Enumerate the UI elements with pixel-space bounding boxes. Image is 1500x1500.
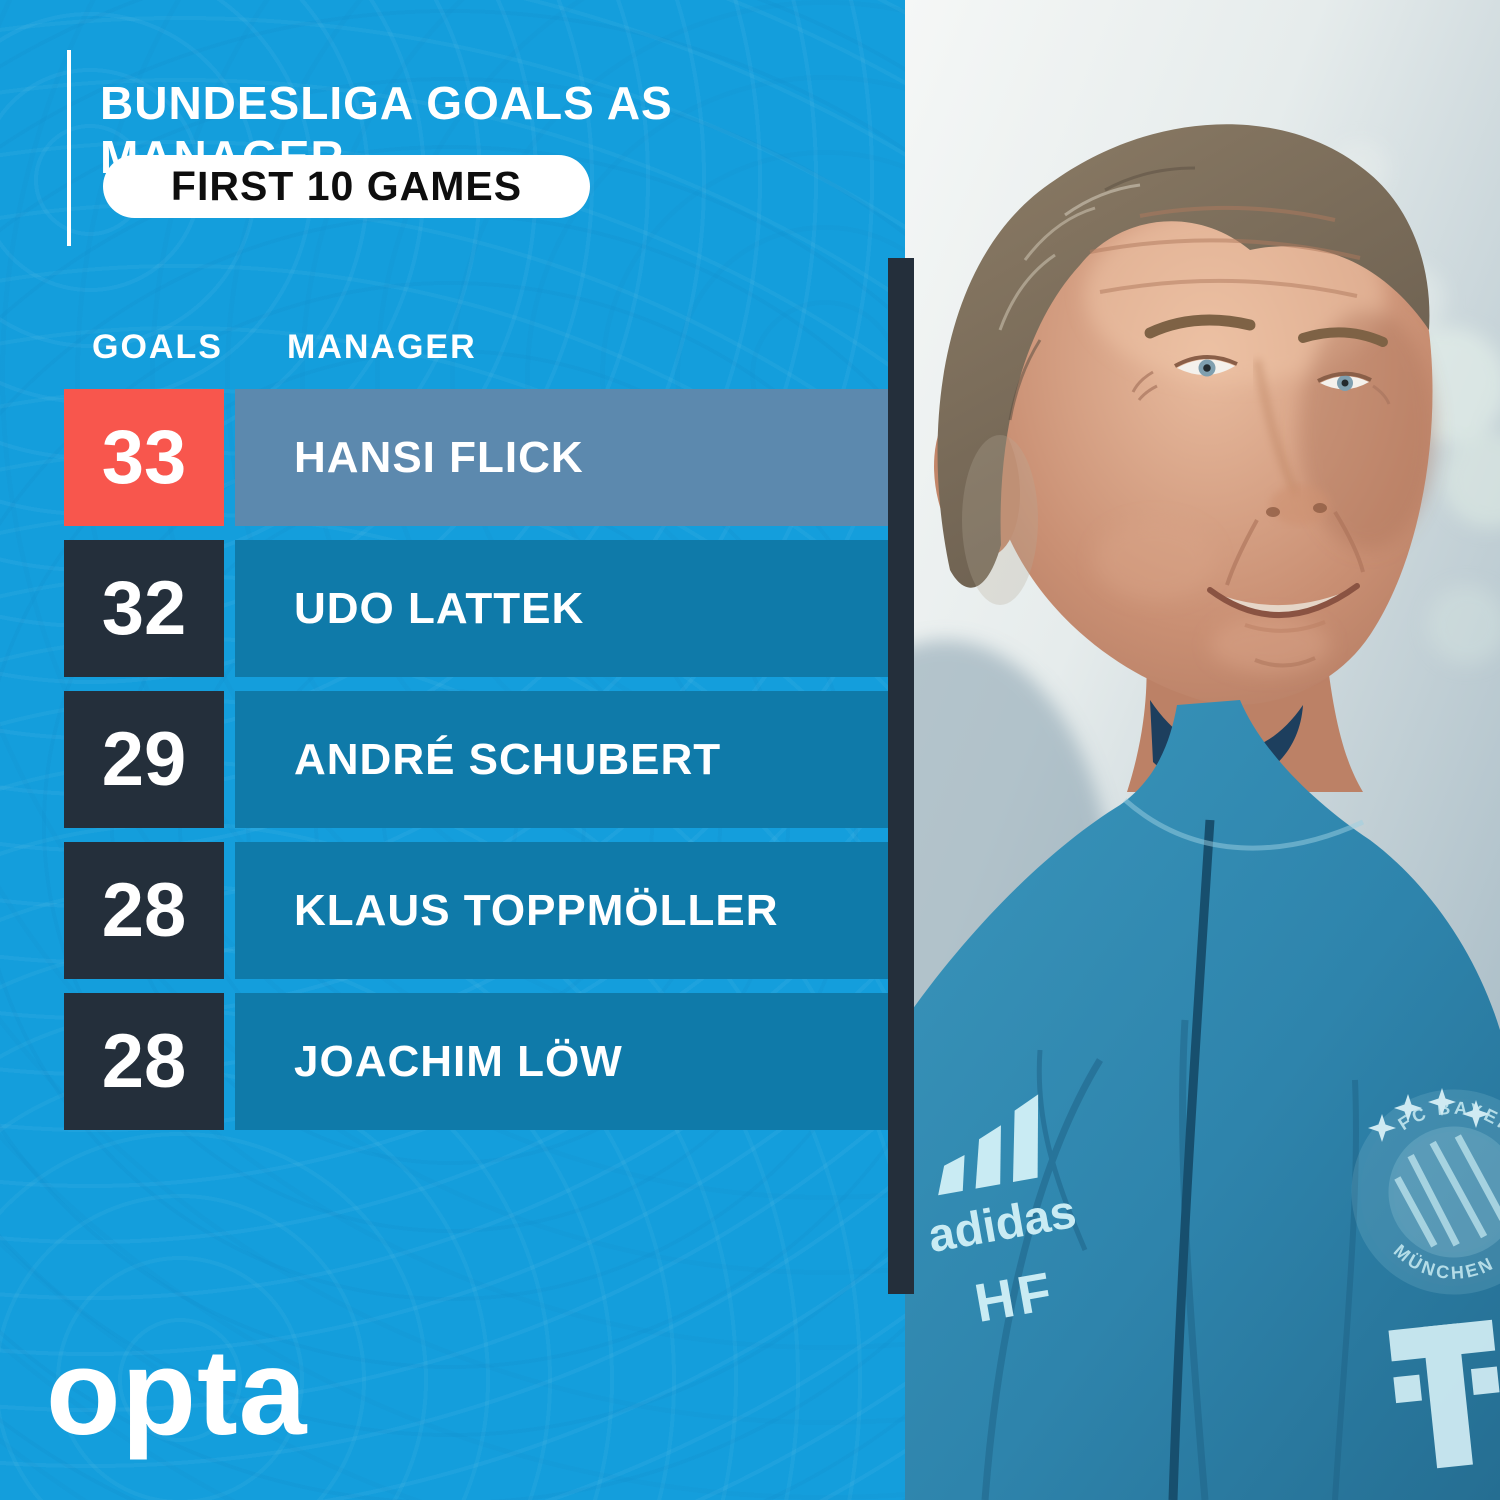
telekom-t-icon bbox=[1388, 1319, 1500, 1469]
hair bbox=[937, 124, 1430, 588]
hansi-flick-photo: adidas HF FC BAYERN MÜNCHEN bbox=[905, 0, 1500, 1500]
mouth bbox=[1207, 583, 1360, 668]
goals-cell: 33 bbox=[64, 389, 224, 526]
manager-name: UDO LATTEK bbox=[294, 583, 585, 633]
goals-cell: 29 bbox=[64, 691, 224, 828]
table-row: 33 HANSI FLICK bbox=[64, 389, 888, 526]
manager-bar: UDO LATTEK bbox=[235, 540, 888, 677]
eyes bbox=[1131, 314, 1391, 405]
manager-name: HANSI FLICK bbox=[294, 432, 584, 482]
crest-stars bbox=[1368, 1088, 1490, 1142]
forehead-wrinkles bbox=[1089, 205, 1361, 298]
hair-texture bbox=[962, 166, 1196, 605]
nose bbox=[1225, 359, 1365, 586]
manager-bar: KLAUS TOPPMÖLLER bbox=[235, 842, 888, 979]
adidas-logo: adidas HF bbox=[924, 1094, 1080, 1334]
table-row: 29 ANDRÉ SCHUBERT bbox=[64, 691, 888, 828]
collar-edge bbox=[1123, 798, 1365, 851]
subtitle-pill: FIRST 10 GAMES bbox=[103, 155, 590, 218]
title-accent-line bbox=[67, 50, 71, 246]
table-row: 28 JOACHIM LÖW bbox=[64, 993, 888, 1130]
bayern-crest: FC BAYERN MÜNCHEN bbox=[1351, 1089, 1500, 1295]
goals-cell: 28 bbox=[64, 842, 224, 979]
table-shadow-strip bbox=[888, 258, 914, 1294]
manager-bar: HANSI FLICK bbox=[235, 389, 888, 526]
goals-cell: 28 bbox=[64, 993, 224, 1130]
subtitle-pill-label: FIRST 10 GAMES bbox=[170, 163, 523, 209]
table-row: 32 UDO LATTEK bbox=[64, 540, 888, 677]
column-header-goals: GOALS bbox=[92, 328, 223, 366]
opta-logo: opta bbox=[46, 1324, 308, 1460]
column-header-manager: MANAGER bbox=[287, 328, 477, 366]
manager-name: ANDRÉ SCHUBERT bbox=[294, 734, 722, 784]
manager-name: JOACHIM LÖW bbox=[294, 1036, 623, 1086]
goals-cell: 32 bbox=[64, 540, 224, 677]
zipper bbox=[1168, 819, 1215, 1500]
manager-bar: ANDRÉ SCHUBERT bbox=[235, 691, 888, 828]
manager-name: KLAUS TOPPMÖLLER bbox=[294, 885, 779, 935]
jacket-initials: HF bbox=[970, 1261, 1059, 1334]
table-row: 28 KLAUS TOPPMÖLLER bbox=[64, 842, 888, 979]
manager-bar: JOACHIM LÖW bbox=[235, 993, 888, 1130]
